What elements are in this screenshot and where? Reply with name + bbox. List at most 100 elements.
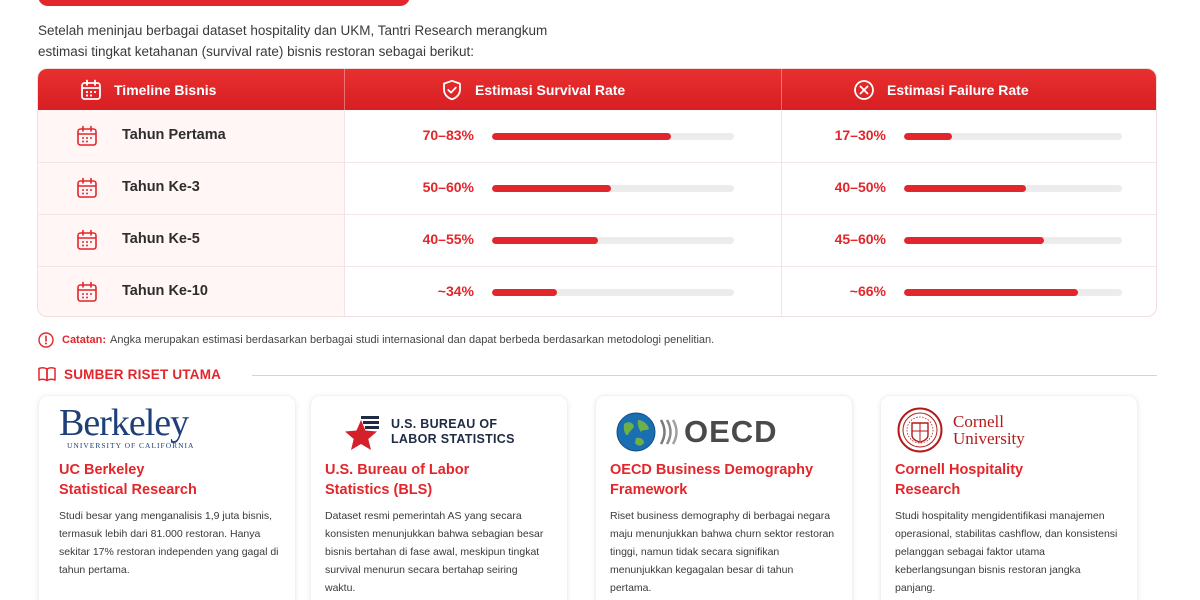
header-timeline-label: Timeline Bisnis xyxy=(114,81,217,98)
open-book-icon xyxy=(38,367,56,382)
calendar-icon xyxy=(76,125,98,147)
intro-line-2: estimasi tingkat ketahanan (survival rat… xyxy=(38,44,474,59)
table-header: Timeline Bisnis Estimasi Survival Rate E… xyxy=(38,69,1156,110)
survival-bar-fill xyxy=(492,289,558,296)
row-divider xyxy=(38,214,1156,215)
cornell-logo-line: University xyxy=(953,429,1025,448)
intro-line-1: Setelah meninjau berbagai dataset hospit… xyxy=(38,23,548,38)
calendar-icon xyxy=(81,79,101,100)
bls-logo-text: U.S. BUREAU OF LABOR STATISTICS xyxy=(391,417,515,447)
survival-bar-fill xyxy=(492,237,599,244)
failure-bar-fill xyxy=(904,185,1027,192)
header-failure: Estimasi Failure Rate xyxy=(853,69,1029,110)
table-row: Tahun Ke-5 40–55% 45–60% xyxy=(38,214,1156,266)
berkeley-logo-word: Berkeley xyxy=(59,402,189,444)
table-row: Tahun Ke-10 ~34% ~66% xyxy=(38,266,1156,316)
table-row: Tahun Ke-3 50–60% 40–50% xyxy=(38,162,1156,214)
survival-bar xyxy=(492,133,734,140)
survival-bar xyxy=(492,289,734,296)
survival-value: ~34% xyxy=(437,283,474,299)
note: Catatan: Angka merupakan estimasi berdas… xyxy=(38,332,714,348)
source-card-oecd: OECD OECD Business Demography Framework … xyxy=(595,395,853,600)
card-title: UC Berkeley Statistical Research xyxy=(59,460,289,500)
row-divider xyxy=(38,266,1156,267)
source-card-berkeley: Berkeley UNIVERSITY OF CALIFORNIA UC Ber… xyxy=(38,395,296,600)
source-card-cornell: Cornell University Cornell Hospitality R… xyxy=(880,395,1138,600)
shield-check-icon xyxy=(443,79,461,100)
failure-bar-fill xyxy=(904,237,1044,244)
card-title-line: Cornell Hospitality xyxy=(895,462,1024,478)
survival-value: 40–55% xyxy=(422,231,474,247)
survival-bar-fill xyxy=(492,185,611,192)
column-divider xyxy=(781,110,782,316)
survival-value: 50–60% xyxy=(422,179,474,195)
failure-bar-fill xyxy=(904,289,1079,296)
header-survival: Estimasi Survival Rate xyxy=(441,69,625,110)
bls-star-icon xyxy=(345,416,379,450)
header-divider xyxy=(344,69,345,110)
failure-value: ~66% xyxy=(849,283,886,299)
row-divider xyxy=(38,162,1156,163)
note-label: Catatan: xyxy=(62,334,107,346)
calendar-icon xyxy=(76,281,98,303)
cornell-seal-icon xyxy=(897,407,943,453)
survival-bar xyxy=(492,185,734,192)
failure-bar xyxy=(904,133,1122,140)
cornell-logo-line: Cornell xyxy=(953,412,1004,431)
card-title: U.S. Bureau of Labor Statistics (BLS) xyxy=(325,460,555,500)
calendar-icon xyxy=(76,177,98,199)
berkeley-logo: Berkeley UNIVERSITY OF CALIFORNIA xyxy=(59,402,195,454)
card-description: Studi besar yang menganalisis 1,9 juta b… xyxy=(59,510,279,576)
failure-bar-fill xyxy=(904,133,952,140)
cornell-logo-text: Cornell University xyxy=(953,413,1025,447)
berkeley-logo-sub: UNIVERSITY OF CALIFORNIA xyxy=(67,441,195,450)
card-description: Dataset resmi pemerintah AS yang secara … xyxy=(325,510,544,594)
failure-bar xyxy=(904,185,1122,192)
card-title-line: OECD Business Demography xyxy=(610,462,814,478)
row-label: Tahun Ke-10 xyxy=(122,283,208,299)
row-label: Tahun Pertama xyxy=(122,127,226,143)
note-text: Angka merupakan estimasi berdasarkan ber… xyxy=(110,334,715,346)
column-divider xyxy=(344,110,345,316)
survival-bar-fill xyxy=(492,133,672,140)
intro-text: Setelah meninjau berbagai dataset hospit… xyxy=(38,20,678,62)
header-divider xyxy=(781,69,782,110)
sources-title: SUMBER RISET UTAMA xyxy=(64,366,222,382)
info-circle-icon xyxy=(38,332,54,348)
card-title: Cornell Hospitality Research xyxy=(895,460,1125,500)
card-description: Studi hospitality mengidentifikasi manaj… xyxy=(895,510,1118,594)
oecd-logo-word: OECD xyxy=(684,414,778,449)
card-title-line: U.S. Bureau of Labor xyxy=(325,462,470,478)
cornell-logo: Cornell University xyxy=(897,406,1025,454)
oecd-logo: OECD xyxy=(616,408,778,456)
row-label: Tahun Ke-3 xyxy=(122,179,200,195)
sources-heading: SUMBER RISET UTAMA xyxy=(38,366,221,382)
top-banner-strip xyxy=(38,0,410,6)
source-card-bls: U.S. BUREAU OF LABOR STATISTICS U.S. Bur… xyxy=(310,395,568,600)
globe-icon xyxy=(616,412,656,452)
row-label: Tahun Ke-5 xyxy=(122,231,200,247)
header-survival-label: Estimasi Survival Rate xyxy=(475,81,626,98)
survival-bar xyxy=(492,237,734,244)
card-title-line: Statistics (BLS) xyxy=(325,482,433,498)
survival-table: Timeline Bisnis Estimasi Survival Rate E… xyxy=(37,68,1157,317)
section-divider xyxy=(252,375,1157,376)
failure-bar xyxy=(904,289,1122,296)
bls-logo-line: U.S. BUREAU OF xyxy=(391,417,498,431)
card-description: Riset business demography di berbagai ne… xyxy=(610,510,835,594)
failure-bar xyxy=(904,237,1122,244)
calendar-icon xyxy=(76,229,98,251)
failure-value: 17–30% xyxy=(834,127,886,143)
card-title-line: Framework xyxy=(610,482,688,498)
header-failure-label: Estimasi Failure Rate xyxy=(887,81,1029,98)
card-title-line: Research xyxy=(895,482,961,498)
bls-logo: U.S. BUREAU OF LABOR STATISTICS xyxy=(341,408,515,456)
header-timeline: Timeline Bisnis xyxy=(80,69,216,110)
bls-logo-line: LABOR STATISTICS xyxy=(391,432,515,446)
card-title-line: Statistical Research xyxy=(59,482,197,498)
card-title: OECD Business Demography Framework xyxy=(610,460,850,500)
failure-value: 45–60% xyxy=(834,231,886,247)
survival-value: 70–83% xyxy=(422,127,474,143)
x-circle-icon xyxy=(854,79,874,100)
failure-value: 40–50% xyxy=(834,179,886,195)
